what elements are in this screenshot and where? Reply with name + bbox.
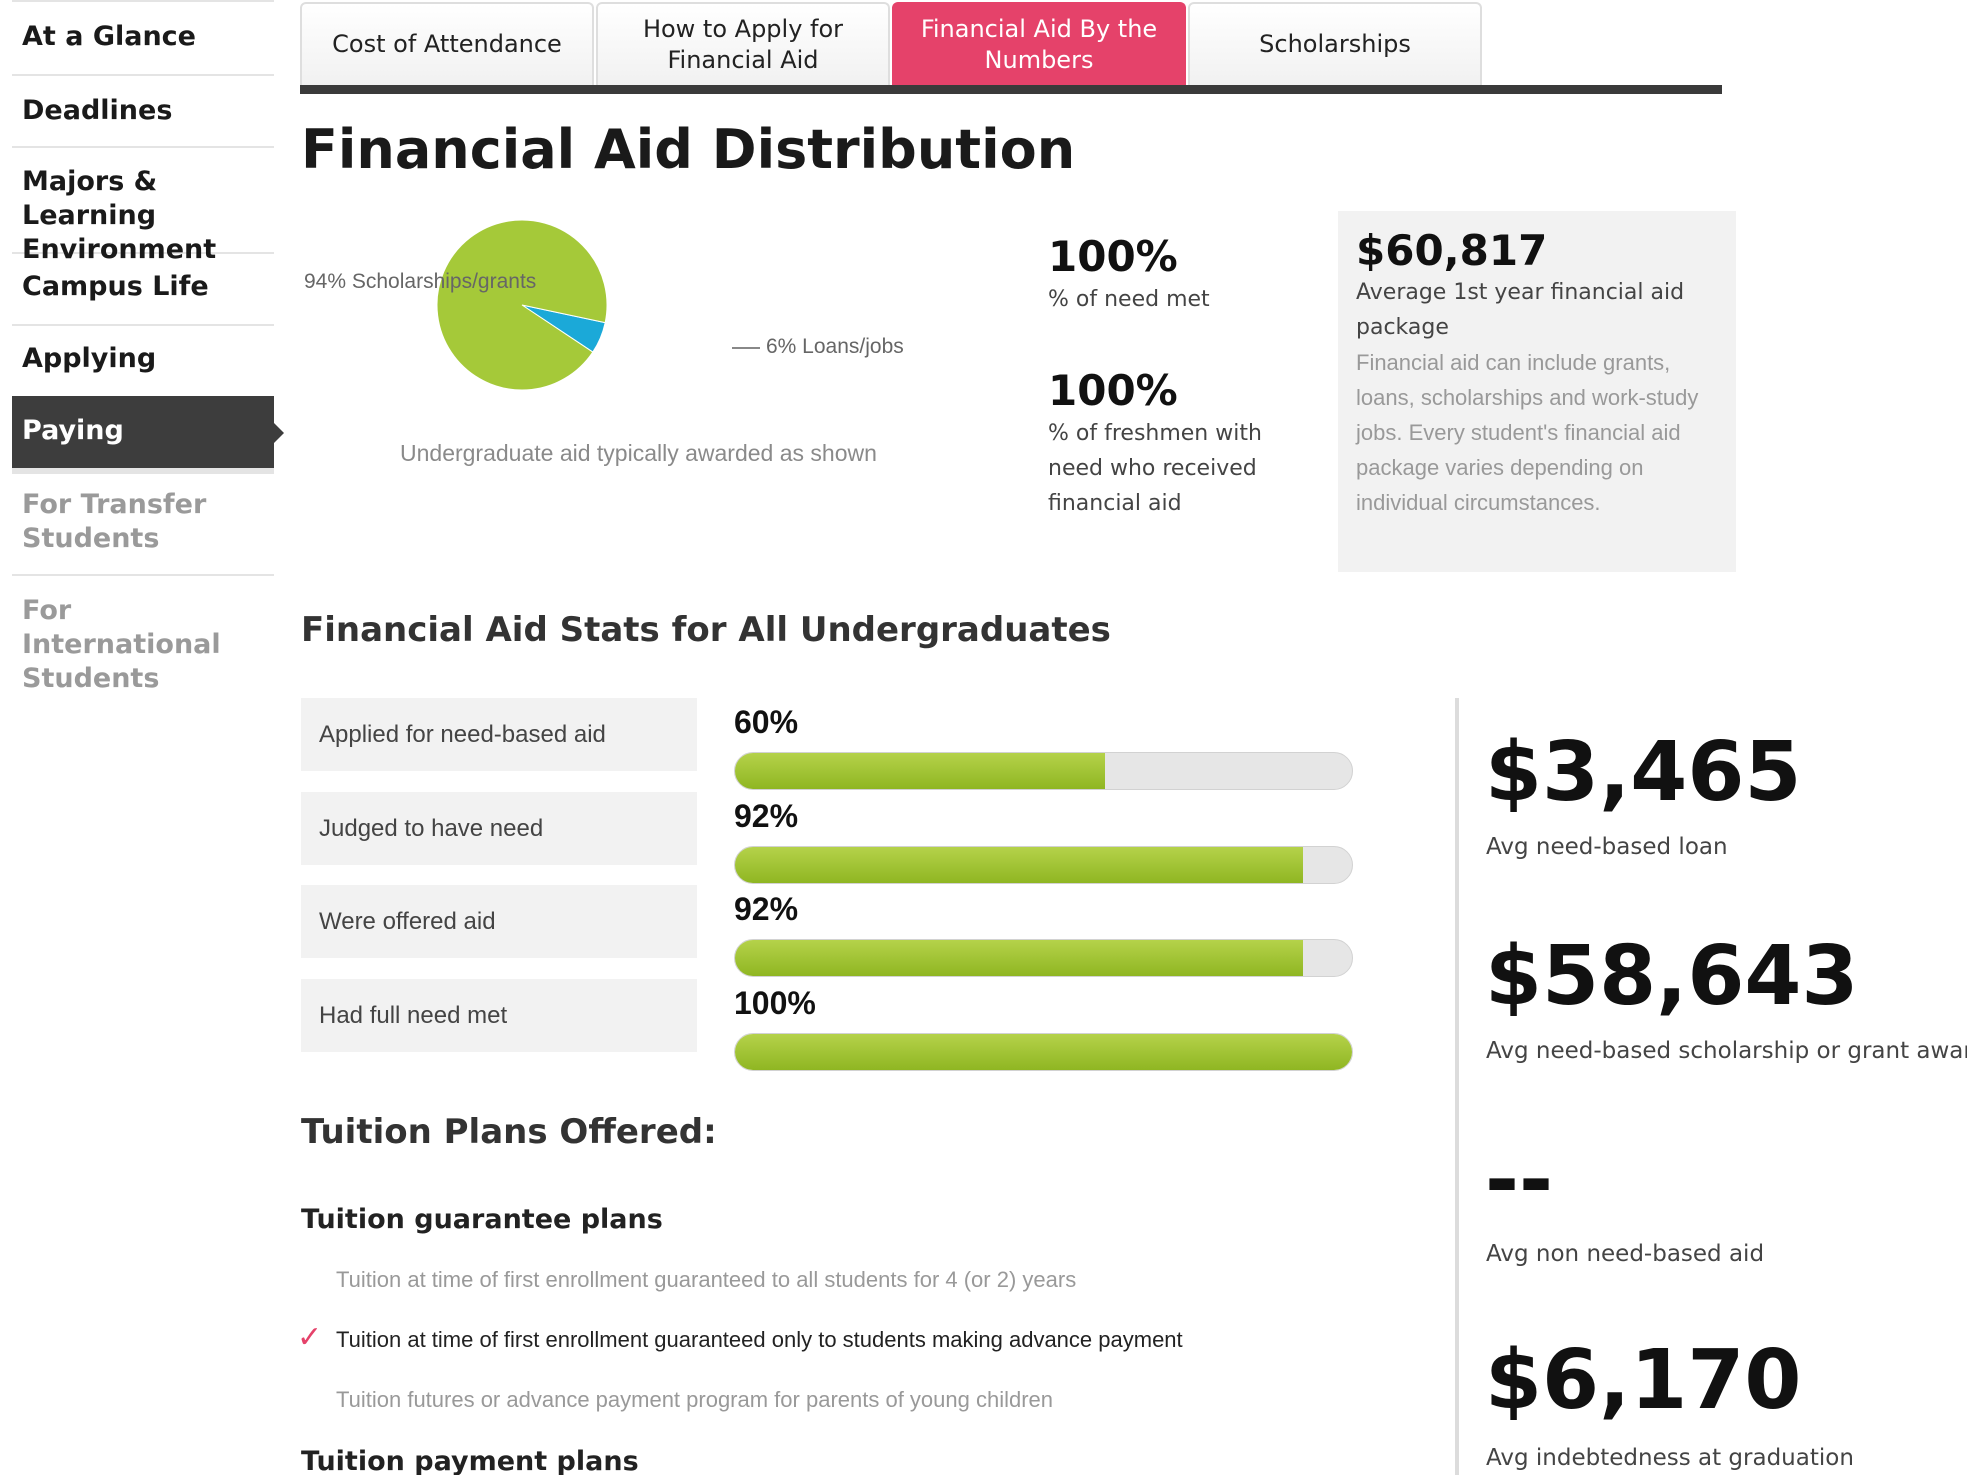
sidebar-item-transfer[interactable]: For Transfer Students bbox=[12, 468, 274, 574]
sidebar-item-applying[interactable]: Applying bbox=[12, 324, 274, 396]
stat-row-bar bbox=[734, 939, 1353, 977]
freshmen-need-label: % of freshmen with need who received fin… bbox=[1048, 421, 1262, 516]
stat-row-bar-fill bbox=[735, 1034, 1352, 1070]
tab-bar: Cost of Attendance How to Apply for Fina… bbox=[300, 2, 1722, 94]
stat-row-label: Judged to have need bbox=[301, 792, 697, 865]
tuition-plans-title: Tuition Plans Offered: bbox=[301, 1112, 717, 1152]
tab-how-to-apply[interactable]: How to Apply for Financial Aid bbox=[596, 2, 890, 85]
avg-indebtedness-amount: $6,170 bbox=[1485, 1333, 1802, 1428]
sidebar-nav: At a Glance Deadlines Majors & Learning … bbox=[12, 0, 284, 694]
stat-row-bar-fill bbox=[735, 940, 1303, 976]
stat-row-bar bbox=[734, 752, 1353, 790]
sidebar-item-campus-life[interactable]: Campus Life bbox=[12, 252, 274, 324]
page-title: Financial Aid Distribution bbox=[301, 118, 1076, 181]
need-met-value: 100% bbox=[1048, 232, 1178, 281]
tab-cost-of-attendance[interactable]: Cost of Attendance bbox=[300, 2, 594, 85]
tab-scholarships[interactable]: Scholarships bbox=[1188, 2, 1482, 85]
avg-package-description: Financial aid can include grants, loans,… bbox=[1356, 350, 1699, 515]
avg-indebtedness-label: Avg indebtedness at graduation bbox=[1486, 1445, 1854, 1471]
pie-label-loans: 6% Loans/jobs bbox=[766, 335, 904, 358]
checkmark-icon: ✓ bbox=[297, 1320, 323, 1355]
avg-non-need-amount: -- bbox=[1485, 1133, 1554, 1228]
stat-row-label: Applied for need-based aid bbox=[301, 698, 697, 771]
sidebar-item-majors[interactable]: Majors & Learning Environment bbox=[12, 146, 274, 265]
plan-item: Tuition at time of first enrollment guar… bbox=[336, 1327, 1183, 1352]
stat-row-bar bbox=[734, 1033, 1353, 1071]
stat-row-pct: 92% bbox=[734, 798, 799, 834]
pie-svg bbox=[436, 220, 760, 391]
pie-slice-grants bbox=[436, 220, 608, 391]
stat-row-label: Had full need met bbox=[301, 979, 697, 1052]
stat-row-bar-fill bbox=[735, 847, 1303, 883]
avg-loan-label: Avg need-based loan bbox=[1486, 834, 1728, 860]
stat-row-label: Were offered aid bbox=[301, 885, 697, 958]
avg-grant-amount: $58,643 bbox=[1485, 929, 1859, 1024]
plan-item: Tuition at time of first enrollment guar… bbox=[336, 1267, 1077, 1292]
pie-caption: Undergraduate aid typically awarded as s… bbox=[400, 440, 877, 466]
avg-loan-amount: $3,465 bbox=[1485, 725, 1802, 820]
avg-package-label: Average 1st year financial aid package bbox=[1356, 280, 1685, 340]
stat-row-bar bbox=[734, 846, 1353, 884]
payment-plans-title: Tuition payment plans bbox=[301, 1446, 639, 1475]
guarantee-plans-title: Tuition guarantee plans bbox=[301, 1204, 663, 1235]
stat-row-bar-fill bbox=[735, 753, 1106, 789]
stat-row-pct: 100% bbox=[734, 985, 816, 1021]
undergrad-stats-title: Financial Aid Stats for All Undergraduat… bbox=[301, 610, 1111, 650]
stat-row-pct: 60% bbox=[734, 704, 799, 740]
avg-package-amount: $60,817 bbox=[1356, 226, 1548, 275]
tab-financial-aid-by-numbers[interactable]: Financial Aid By the Numbers bbox=[892, 2, 1186, 85]
aid-distribution-pie: 94% Scholarships/grants 6% Loans/jobs bbox=[300, 220, 920, 400]
sidebar-item-paying[interactable]: Paying bbox=[12, 396, 284, 468]
stat-row-pct: 92% bbox=[734, 891, 799, 927]
need-met-label: % of need met bbox=[1048, 287, 1210, 312]
sidebar-item-at-a-glance[interactable]: At a Glance bbox=[12, 0, 274, 74]
sidebar-item-international[interactable]: For International Students bbox=[12, 574, 274, 694]
avg-package-box: $60,817 Average 1st year financial aid p… bbox=[1338, 211, 1736, 572]
avg-non-need-label: Avg non need-based aid bbox=[1486, 1241, 1765, 1267]
column-divider bbox=[1455, 698, 1459, 1475]
sidebar-item-deadlines[interactable]: Deadlines bbox=[12, 74, 274, 146]
freshmen-need-value: 100% bbox=[1048, 366, 1178, 415]
pie-label-grants: 94% Scholarships/grants bbox=[304, 270, 537, 293]
avg-grant-label: Avg need-based scholarship or grant awar… bbox=[1486, 1038, 1967, 1064]
plan-item: Tuition futures or advance payment progr… bbox=[336, 1387, 1054, 1412]
